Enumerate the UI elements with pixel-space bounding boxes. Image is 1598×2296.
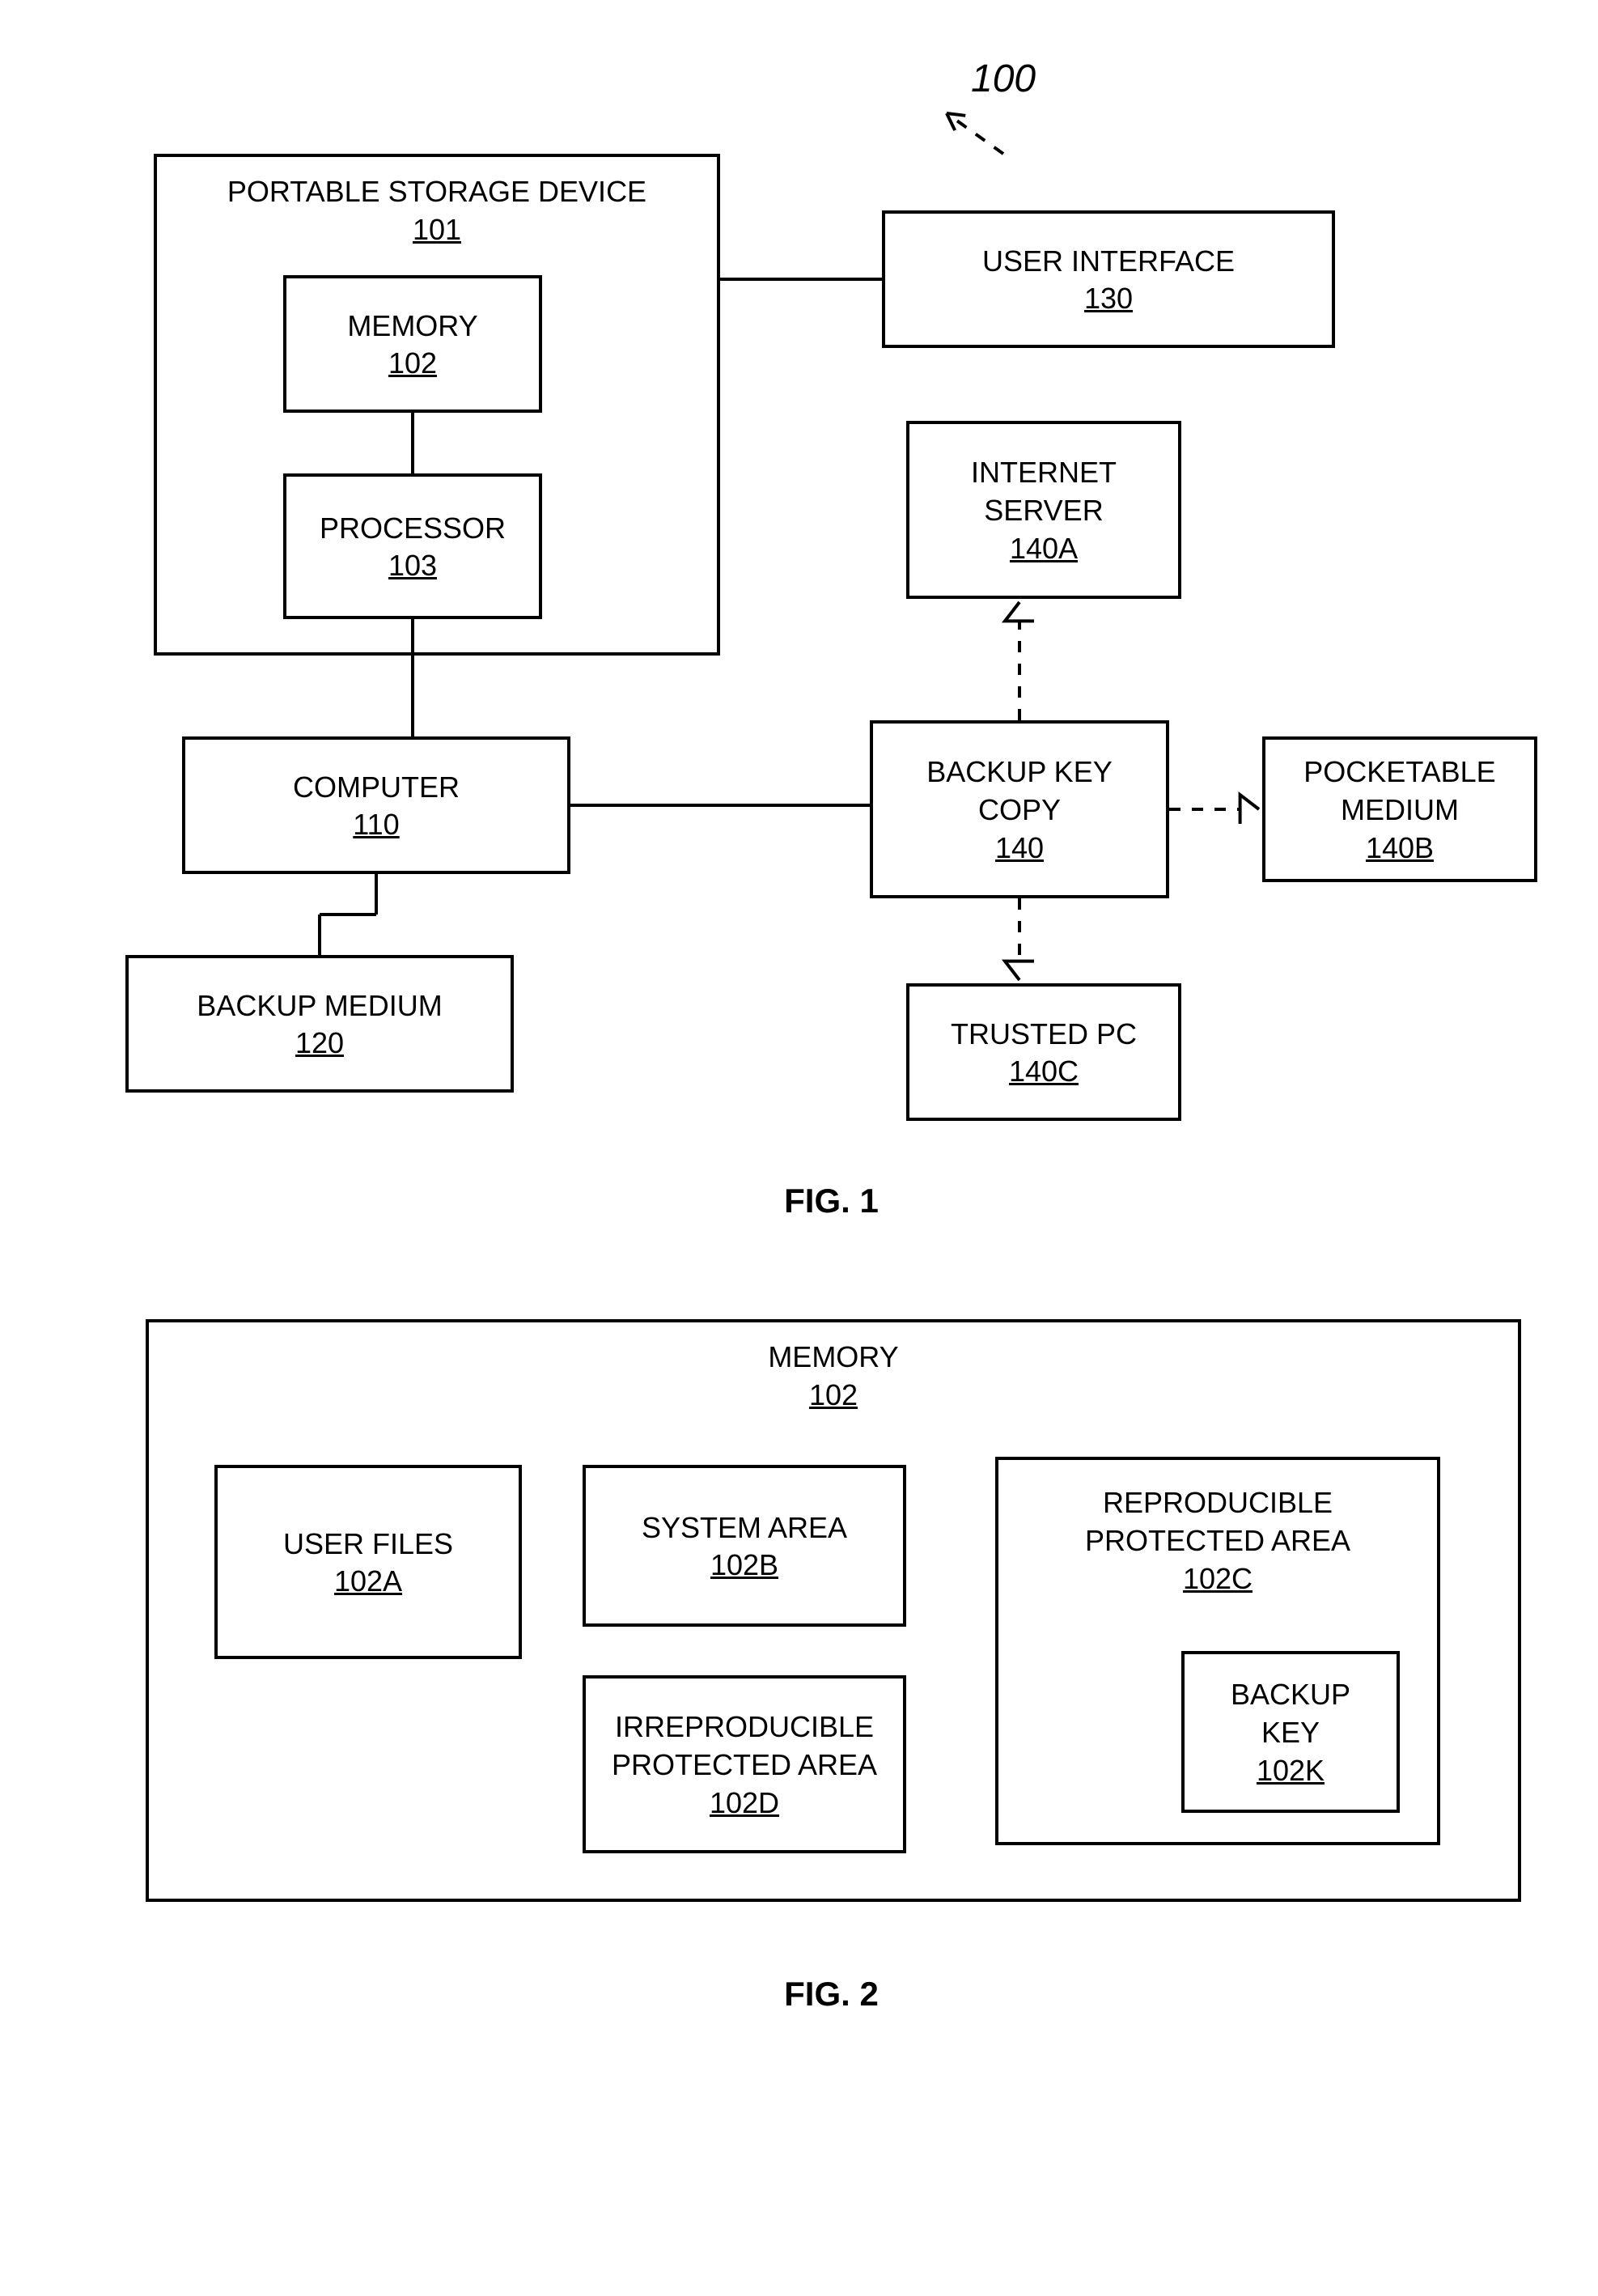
box-label: COMPUTER — [293, 769, 460, 807]
box-ref: 102C — [1183, 1562, 1253, 1596]
box-ref: 102A — [334, 1564, 402, 1598]
diagram-box: BACKUP MEDIUM120 — [125, 955, 514, 1093]
box-ref: 120 — [295, 1026, 344, 1060]
diagram-box: IRREPRODUCIBLE PROTECTED AREA102D — [583, 1675, 906, 1853]
box-label: IRREPRODUCIBLE PROTECTED AREA — [612, 1708, 877, 1785]
diagram-box: USER FILES102A — [214, 1465, 522, 1659]
box-ref: 102 — [388, 346, 437, 380]
diagram-box: MEMORY102 — [283, 275, 542, 413]
diagram-box: USER INTERFACE130 — [882, 210, 1335, 348]
box-label: BACKUP KEY COPY — [926, 753, 1112, 830]
box-label: BACKUP MEDIUM — [197, 987, 442, 1025]
box-label: PROCESSOR — [320, 510, 506, 548]
box-label: PORTABLE STORAGE DEVICE — [227, 173, 646, 211]
box-label: BACKUP KEY — [1231, 1676, 1350, 1752]
box-label: SYSTEM AREA — [642, 1509, 847, 1547]
box-ref: 103 — [388, 549, 437, 583]
diagram-box: POCKETABLE MEDIUM140B — [1262, 736, 1537, 882]
box-ref: 102B — [710, 1548, 778, 1582]
diagram-box: TRUSTED PC140C — [906, 983, 1181, 1121]
box-ref: 102 — [809, 1378, 858, 1412]
diagram-box: PROCESSOR103 — [283, 473, 542, 619]
box-ref: 102K — [1257, 1754, 1325, 1788]
diagram-box: INTERNET SERVER140A — [906, 421, 1181, 599]
box-ref: 140A — [1010, 532, 1078, 566]
diagram-box: COMPUTER110 — [182, 736, 570, 874]
box-label: TRUSTED PC — [951, 1016, 1137, 1054]
box-label: POCKETABLE MEDIUM — [1303, 753, 1495, 830]
box-label: REPRODUCIBLE PROTECTED AREA — [1085, 1484, 1350, 1560]
diagram-box: BACKUP KEY102K — [1181, 1651, 1400, 1813]
figure-2-caption: FIG. 2 — [784, 1975, 879, 2014]
diagram-box: BACKUP KEY COPY140 — [870, 720, 1169, 898]
box-ref: 110 — [353, 808, 399, 842]
box-label: USER FILES — [283, 1526, 453, 1564]
box-ref: 140C — [1009, 1055, 1079, 1089]
diagram-box: SYSTEM AREA102B — [583, 1465, 906, 1627]
box-label: USER INTERFACE — [982, 243, 1235, 281]
ref-100: 100 — [971, 57, 1036, 101]
figure-1-caption: FIG. 1 — [784, 1182, 879, 1220]
box-label: MEMORY — [768, 1339, 898, 1377]
box-ref: 140B — [1366, 831, 1434, 865]
box-ref: 130 — [1084, 282, 1133, 316]
box-ref: 140 — [995, 831, 1044, 865]
box-ref: 101 — [413, 213, 461, 247]
box-label: INTERNET SERVER — [971, 454, 1117, 530]
box-ref: 102D — [710, 1786, 779, 1820]
box-label: MEMORY — [347, 308, 477, 346]
